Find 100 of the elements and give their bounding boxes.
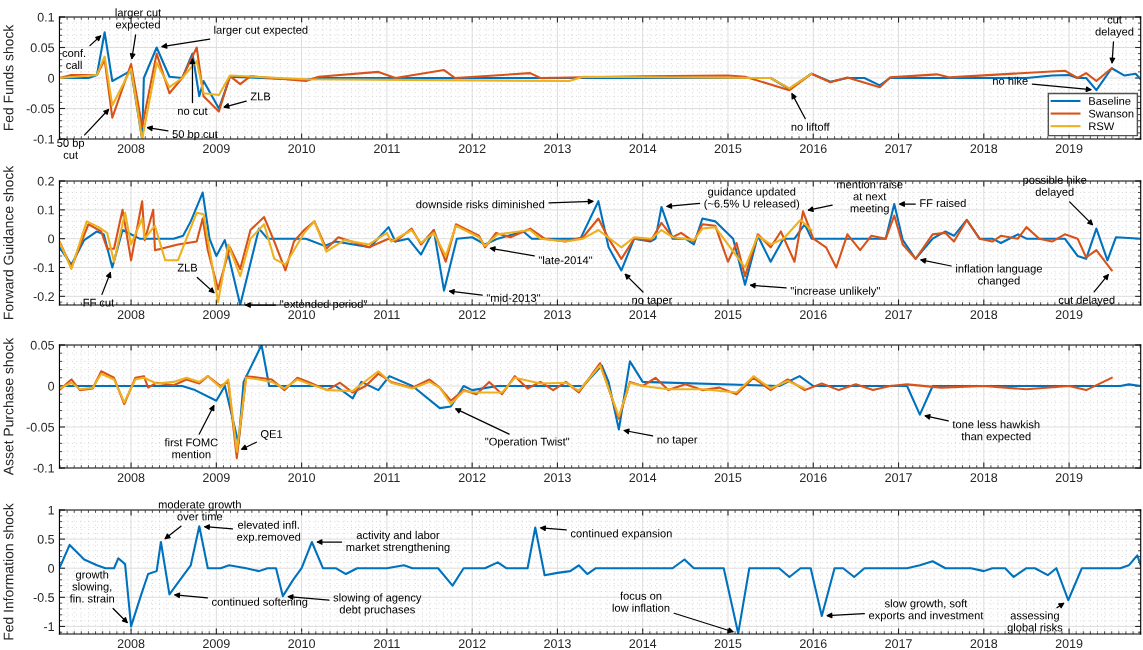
legend-label: Baseline <box>1089 96 1131 105</box>
y-tick-label: 0 <box>48 381 55 391</box>
x-tick-label: 2017 <box>885 473 912 483</box>
x-tick-label: 2013 <box>544 144 571 154</box>
x-tick-label: 2008 <box>117 639 145 649</box>
annotation: cut delayed <box>1058 295 1115 307</box>
x-tick-label: 2015 <box>714 310 742 320</box>
y-tick-label: -0.05 <box>26 422 55 432</box>
x-tick-label: 2014 <box>629 639 657 649</box>
x-tick-label: 2019 <box>1055 144 1083 154</box>
x-tick-label: 2015 <box>714 144 742 154</box>
x-tick-label: 2012 <box>458 639 486 649</box>
x-tick-label: 2014 <box>629 310 657 320</box>
y-tick-label: 0.1 <box>37 205 54 215</box>
annotation: larger cut expected <box>115 8 162 31</box>
y-tick-label: 1 <box>48 505 54 515</box>
annotation: 50 bp cut <box>172 129 218 141</box>
annotation: QE1 <box>260 430 283 440</box>
annotation: "late-2014" <box>538 256 593 265</box>
annotation: ZLB <box>177 263 198 272</box>
annotation: FF cut <box>83 298 115 307</box>
annotation: slowing of agency debt pruchases <box>333 593 422 616</box>
y-tick-label: -0.1 <box>33 463 54 473</box>
annotation: continued expansion <box>570 529 672 540</box>
annotation: 50 bp cut <box>57 138 85 159</box>
x-tick-label: 2011 <box>374 310 400 320</box>
x-tick-label: 2019 <box>1055 310 1083 320</box>
x-tick-label: 2011 <box>374 473 400 483</box>
x-tick-label: 2008 <box>117 144 145 154</box>
annotation: no taper <box>632 296 673 307</box>
x-tick-label: 2015 <box>714 639 742 649</box>
annotation: moderate growth over time <box>158 500 241 521</box>
y-tick-label: 0.2 <box>37 176 54 186</box>
annotation: mention raise at next meeting <box>837 180 903 215</box>
x-tick-label: 2009 <box>203 310 230 320</box>
annotation: no hike <box>993 76 1028 85</box>
annotation: downside risks diminished <box>416 200 545 209</box>
x-tick-label: 2009 <box>203 473 230 483</box>
x-tick-label: 2016 <box>799 144 827 154</box>
x-tick-label: 2018 <box>970 473 998 483</box>
y-tick-label: 0 <box>48 73 55 83</box>
annotation: continued softening <box>212 597 308 608</box>
annotation: no taper <box>657 436 698 446</box>
y-tick-label: 0.1 <box>37 12 54 22</box>
annotation: cut delayed <box>1095 16 1134 38</box>
x-tick-label: 2018 <box>970 144 998 154</box>
x-tick-label: 2010 <box>288 473 316 483</box>
x-tick-label: 2010 <box>288 639 316 649</box>
y-tick-label: 0.05 <box>30 43 55 53</box>
x-tick-label: 2015 <box>714 473 742 483</box>
y-axis-title: Fed Funds shock <box>3 24 14 131</box>
y-axis-title: Asset Purchase shock <box>3 337 14 476</box>
x-tick-label: 2018 <box>970 639 998 649</box>
annotation: first FOMC mention <box>164 438 218 459</box>
y-tick-label: 0 <box>48 234 55 244</box>
x-tick-label: 2012 <box>458 473 486 483</box>
x-tick-label: 2013 <box>544 310 571 320</box>
x-tick-label: 2009 <box>203 639 230 649</box>
y-tick-label: -0.1 <box>33 263 54 273</box>
x-tick-label: 2013 <box>544 639 571 649</box>
x-tick-label: 2014 <box>629 473 657 483</box>
annotation: "Operation Twist" <box>485 437 570 448</box>
annotation: FF raised <box>920 198 966 208</box>
annotation: possible hike delayed <box>1023 175 1087 199</box>
x-tick-label: 2012 <box>458 144 486 154</box>
x-tick-label: 2019 <box>1055 639 1083 649</box>
legend-label: RSW <box>1089 122 1115 131</box>
y-tick-label: -0.05 <box>26 104 55 114</box>
annotation: "mid-2013" <box>486 293 541 302</box>
y-tick-label: 0.5 <box>37 534 55 544</box>
x-tick-label: 2017 <box>885 639 912 649</box>
x-tick-label: 2010 <box>288 310 316 320</box>
x-tick-label: 2010 <box>288 144 316 154</box>
x-tick-label: 2016 <box>799 310 827 320</box>
x-tick-label: 2019 <box>1055 473 1083 483</box>
y-tick-label: 0.05 <box>30 340 55 350</box>
y-tick-label: -0.5 <box>33 593 55 602</box>
annotation: no liftoff <box>791 122 830 131</box>
x-tick-label: 2016 <box>799 473 827 483</box>
annotation: no cut <box>178 107 208 115</box>
x-tick-label: 2008 <box>117 473 145 483</box>
line-series <box>59 362 1113 460</box>
annotation: inflation language changed <box>956 264 1042 287</box>
annotation: slow growth, soft exports and investment <box>868 599 984 622</box>
legend-label: Swanson <box>1088 109 1134 118</box>
annotation: conf. call <box>62 48 86 69</box>
x-tick-label: 2017 <box>885 144 912 154</box>
x-tick-label: 2009 <box>203 144 230 154</box>
annotation: ZLB <box>250 92 271 101</box>
x-tick-label: 2011 <box>374 144 400 154</box>
annotation: elevated infl. exp.removed <box>237 520 301 544</box>
annotation: "extended period" <box>280 299 367 311</box>
x-tick-label: 2014 <box>629 144 657 154</box>
y-tick-label: -1 <box>44 622 54 631</box>
annotation: "increase unlikely" <box>790 286 880 297</box>
annotation: activity and labor market strengthening <box>346 530 450 554</box>
x-tick-label: 2018 <box>970 310 998 320</box>
x-tick-label: 2008 <box>117 310 145 320</box>
x-tick-label: 2013 <box>544 473 571 483</box>
y-tick-label: -0.2 <box>33 292 54 301</box>
